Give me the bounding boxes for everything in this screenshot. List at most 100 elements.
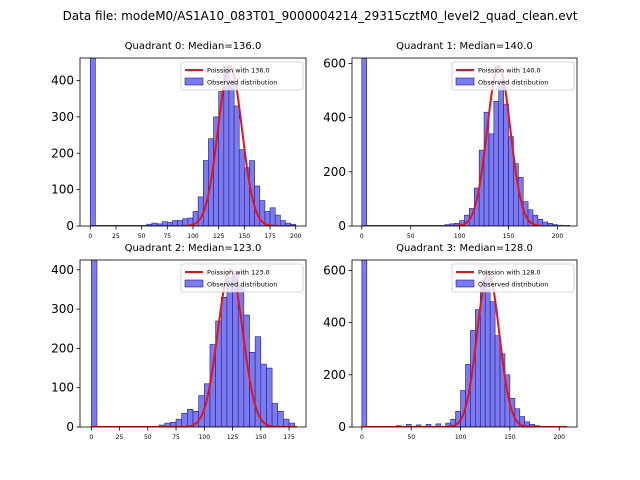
legend-label-observed: Observed distribution [207, 79, 277, 87]
legend-box [451, 61, 575, 91]
legend-bar-swatch [184, 77, 204, 86]
x-tick-label: 0 [89, 434, 93, 441]
x-tick-label: 100 [187, 233, 199, 240]
histogram-bar [228, 80, 235, 226]
x-tick-label: 100 [455, 434, 467, 441]
legend-bar-swatch [455, 77, 475, 86]
histogram-bar [89, 58, 96, 226]
legend-box [180, 263, 304, 293]
y-tick-label: 0 [66, 219, 74, 233]
legend: Poission with 136.0 Observed distribution [180, 61, 304, 91]
panel-3: Quadrant 3: Median=128.0 0 200 400 600 0 50 100… [323, 243, 578, 441]
panels: Quadrant 0: Median=136.0 0 100 200 300 400 0 25… [51, 41, 578, 441]
histogram-bar [494, 335, 501, 427]
x-tick-label: 25 [112, 233, 120, 240]
x-tick-label: 50 [407, 233, 415, 240]
histogram-bar [361, 260, 368, 427]
histogram-bar [493, 101, 500, 226]
y-tick-label: 600 [323, 263, 346, 277]
axes-frame [351, 57, 578, 227]
x-tick-label: 150 [503, 233, 515, 240]
fit-curve [90, 64, 296, 226]
x-tick-label: 175 [283, 434, 295, 441]
histogram-bar [415, 424, 422, 427]
panel-0: Quadrant 0: Median=136.0 0 100 200 300 400 0 25… [51, 41, 307, 240]
y-tick-label: 200 [51, 146, 74, 160]
x-tick-label: 75 [163, 233, 171, 240]
plot-area [91, 260, 297, 427]
histogram-bar [91, 260, 98, 427]
y-tick-label: 300 [51, 302, 74, 316]
y-tick-label: 0 [66, 420, 74, 434]
legend-label-fit: Poission with 128.0 [478, 269, 541, 277]
y-tick-label: 100 [51, 381, 74, 395]
axes-frame [79, 259, 307, 428]
histogram-bar [266, 367, 273, 427]
legend-label-observed: Observed distribution [478, 79, 548, 87]
plot-area [361, 58, 571, 226]
panel-title: Quadrant 3: Median=128.0 [396, 243, 533, 254]
histogram-bar [260, 363, 267, 427]
x-tick-label: 150 [239, 233, 251, 240]
legend-box [180, 61, 304, 91]
fit-curve [91, 268, 297, 427]
plot-area [89, 58, 297, 226]
x-tick-label: 175 [264, 233, 276, 240]
x-tick-label: 125 [213, 233, 225, 240]
x-tick-label: 125 [227, 434, 239, 441]
histogram-bar [233, 105, 240, 226]
histogram-bar [489, 301, 496, 427]
panel-title: Quadrant 2: Median=123.0 [125, 243, 262, 254]
y-tick-label: 400 [323, 111, 346, 125]
histogram-bar [238, 149, 245, 226]
legend: Poission with 128.0 Observed distribution [451, 263, 575, 293]
y-tick-label: 200 [51, 341, 74, 355]
histogram-bar [271, 403, 279, 427]
legend-box [451, 263, 575, 293]
fit-curve [361, 65, 571, 226]
legend-bar-swatch [455, 279, 475, 288]
panel-1: Quadrant 1: Median=140.0 0 200 400 600 0 50 100… [323, 41, 578, 240]
y-tick-label: 100 [51, 183, 74, 197]
x-tick-label: 150 [504, 434, 516, 441]
x-tick-label: 0 [360, 233, 364, 240]
histogram-bar [277, 410, 284, 427]
y-tick-label: 600 [323, 56, 346, 70]
x-tick-label: 0 [88, 233, 92, 240]
legend: Poission with 140.0 Observed distribution [451, 61, 575, 91]
histogram-bar [484, 270, 491, 427]
axes-frame [351, 259, 578, 428]
y-tick-label: 400 [323, 316, 346, 330]
x-tick-label: 75 [172, 434, 180, 441]
y-tick-label: 300 [51, 110, 74, 124]
y-tick-label: 400 [51, 74, 74, 88]
panel-2: Quadrant 2: Median=123.0 0 100 200 300 400 0 25… [51, 243, 307, 441]
x-tick-label: 100 [454, 233, 466, 240]
legend-label-fit: Poission with 136.0 [207, 67, 270, 75]
x-tick-label: 50 [407, 434, 415, 441]
legend-label-observed: Observed distribution [207, 281, 277, 289]
histogram-bar [425, 424, 432, 427]
histogram-bar [175, 418, 183, 427]
x-tick-label: 100 [199, 434, 211, 441]
panel-title: Quadrant 0: Median=136.0 [125, 41, 262, 52]
legend-label-fit: Poission with 123.0 [207, 269, 270, 277]
x-tick-label: 200 [290, 233, 302, 240]
x-tick-label: 50 [144, 434, 152, 441]
histogram-bar [405, 424, 412, 427]
panel-title: Quadrant 1: Median=140.0 [396, 41, 533, 52]
histogram-bar [488, 133, 495, 226]
histogram-bar [503, 103, 509, 226]
legend-bar-swatch [184, 279, 204, 288]
x-tick-label: 25 [116, 434, 124, 441]
x-tick-label: 50 [138, 233, 146, 240]
histogram-bar [226, 277, 233, 427]
histogram-bar [283, 418, 290, 427]
histogram-bar [220, 297, 228, 427]
legend-label-observed: Observed distribution [478, 281, 548, 289]
x-tick-label: 200 [552, 233, 564, 240]
x-tick-label: 0 [360, 434, 364, 441]
histogram-bar [269, 207, 276, 226]
x-tick-label: 200 [554, 434, 566, 441]
